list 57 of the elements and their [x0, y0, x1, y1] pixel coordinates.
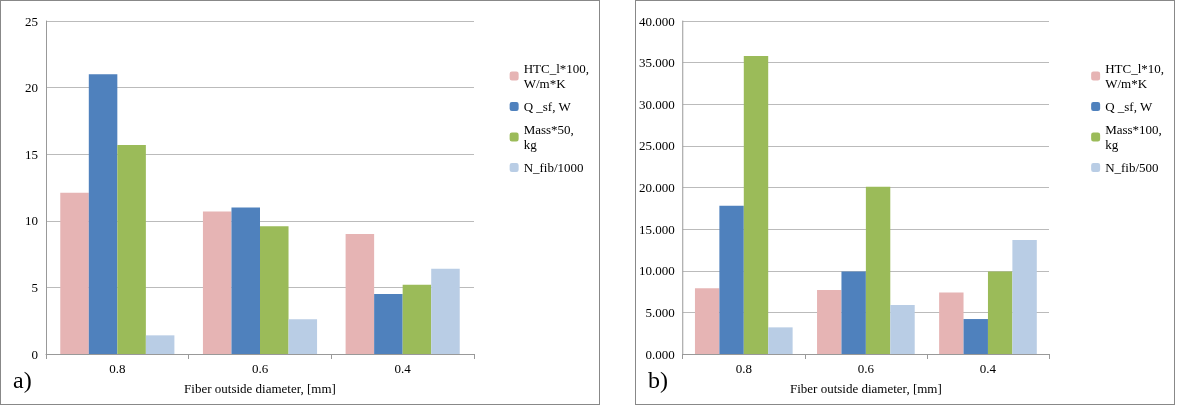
bar — [817, 289, 842, 354]
y-tick-label: 20 — [25, 80, 38, 96]
bar — [60, 192, 89, 354]
bar — [719, 205, 744, 354]
bar — [202, 211, 232, 354]
bar — [939, 292, 964, 354]
y-tick-label: 0 — [31, 346, 38, 362]
x-tick-label: 0.6 — [251, 361, 269, 376]
bar — [231, 207, 260, 354]
legend-label: N_fib/500 — [1105, 160, 1159, 175]
y-tick-label: 20.000 — [639, 180, 675, 195]
x-axis-title: Fiber outside diameter, [mm] — [789, 381, 942, 396]
legend-label: Q _sf, W — [523, 99, 572, 114]
x-tick-label: 0.4 — [394, 361, 412, 376]
bar — [865, 186, 891, 354]
bar — [345, 234, 375, 354]
bar — [987, 271, 1013, 354]
bar — [117, 144, 146, 354]
y-tick-label: 5 — [31, 279, 38, 295]
legend-label: Mass*50, kg — [523, 122, 574, 152]
legend-label: HTC_l*100, W/m*K — [523, 61, 590, 91]
y-tick-label: 15 — [25, 146, 38, 162]
bar — [288, 319, 318, 354]
y-tick-label: 30.000 — [639, 96, 675, 112]
bar — [431, 268, 460, 354]
x-axis-title: Fiber outside diameter, [mm] — [184, 381, 336, 396]
x-tick-label: 0.8 — [735, 361, 752, 376]
bar — [963, 319, 988, 354]
bar — [374, 294, 403, 354]
legend-label: N_fib/1000 — [523, 160, 584, 175]
bar — [768, 327, 793, 354]
y-tick-label: 10 — [25, 213, 38, 229]
y-tick-label: 10.000 — [639, 263, 675, 279]
x-tick-label: 0.8 — [109, 361, 126, 376]
x-tick-label: 0.4 — [979, 361, 997, 376]
x-tick-label: 0.6 — [857, 361, 875, 376]
y-tick-label: 15.000 — [639, 221, 675, 237]
y-tick-label: 35.000 — [639, 55, 675, 71]
text: a) — [13, 367, 32, 393]
bar — [1012, 239, 1037, 354]
bar — [402, 284, 432, 354]
legend-label: HTC_l*10, W/m*K — [1105, 61, 1165, 91]
y-tick-label: 0.000 — [645, 346, 675, 362]
y-tick-label: 40.000 — [639, 13, 675, 29]
text: b) — [648, 367, 668, 393]
bar — [841, 271, 866, 354]
legend-label: Mass*100, kg — [1105, 122, 1162, 152]
y-tick-label: 5.000 — [645, 304, 675, 320]
y-tick-label: 25 — [25, 13, 38, 29]
legend-label: Q _sf, W — [1105, 99, 1153, 114]
bar — [145, 335, 175, 354]
y-tick-label: 25.000 — [639, 138, 675, 154]
bar — [694, 288, 720, 354]
bar — [890, 304, 915, 354]
bar — [743, 55, 769, 354]
bar — [88, 74, 118, 354]
bar — [260, 226, 289, 354]
